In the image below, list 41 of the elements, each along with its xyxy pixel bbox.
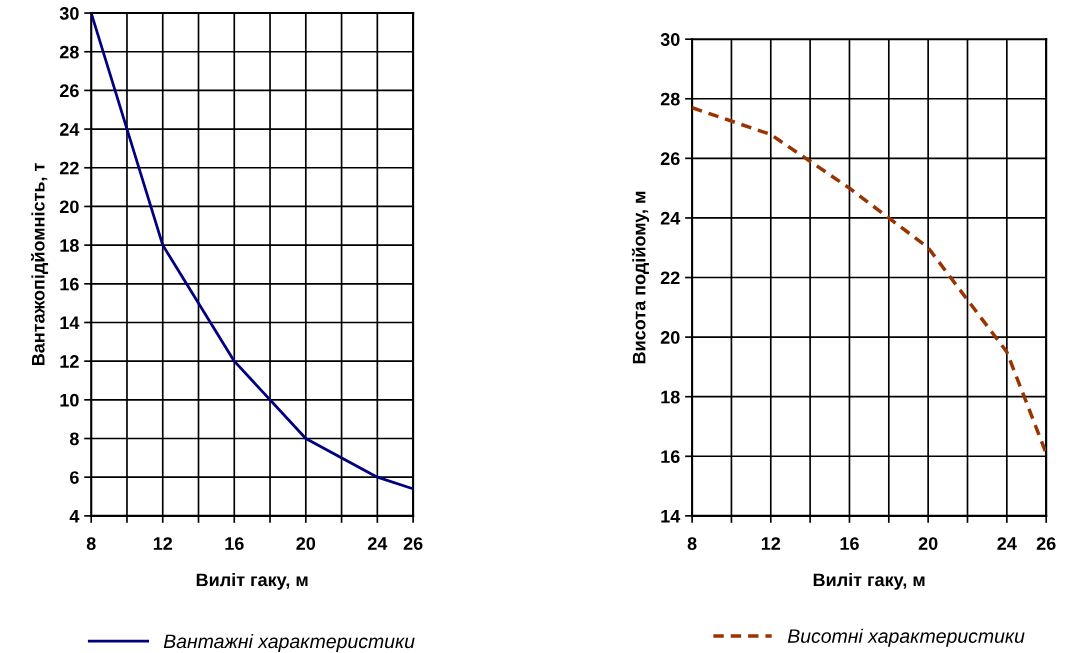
y-tick-label: 20 xyxy=(59,200,79,214)
y-tick-label: 30 xyxy=(59,6,79,20)
x-tick-label: 8 xyxy=(687,537,697,550)
x-tick-label: 26 xyxy=(403,537,423,550)
x-tick-label: 12 xyxy=(761,537,781,550)
y-tick-label: 28 xyxy=(660,92,680,106)
y-tick-label: 12 xyxy=(60,355,79,368)
y-tick-label: 6 xyxy=(70,471,79,484)
y-axis-title: Висота подійому, м xyxy=(631,191,650,364)
y-tick-label: 22 xyxy=(660,271,680,285)
y-tick-label: 26 xyxy=(660,152,680,166)
x-tick-label: 16 xyxy=(840,537,859,550)
legend-label: Вантажні характеристики xyxy=(163,633,415,653)
x-tick-label: 24 xyxy=(997,537,1017,550)
y-tick-label: 20 xyxy=(660,331,680,344)
y-tick-label: 10 xyxy=(60,393,79,407)
y-tick-label: 18 xyxy=(60,239,79,252)
y-tick-label: 26 xyxy=(59,84,79,98)
x-tick-label: 20 xyxy=(296,537,316,550)
y-tick-label: 14 xyxy=(661,509,681,523)
y-axis-title: Вантажопідйомність, т xyxy=(31,163,49,366)
y-tick-label: 4 xyxy=(69,509,80,523)
x-tick-label: 16 xyxy=(225,537,244,550)
x-tick-label: 8 xyxy=(86,537,96,550)
y-tick-label: 30 xyxy=(660,33,680,46)
x-tick-label: 20 xyxy=(918,537,938,550)
y-tick-label: 14 xyxy=(60,316,80,330)
y-tick-label: 24 xyxy=(59,123,80,136)
x-tick-label: 26 xyxy=(1036,537,1056,550)
legend-label: Висотні характеристики xyxy=(787,628,1025,647)
x-axis-title: Виліт гаку, м xyxy=(813,572,925,590)
x-tick-label: 12 xyxy=(153,537,173,550)
y-tick-label: 28 xyxy=(59,45,79,59)
y-tick-label: 18 xyxy=(661,390,680,404)
y-tick-label: 8 xyxy=(69,432,79,446)
y-tick-label: 24 xyxy=(660,211,681,225)
x-tick-label: 24 xyxy=(367,537,388,550)
y-tick-label: 16 xyxy=(60,277,79,291)
y-tick-label: 16 xyxy=(661,450,680,463)
y-tick-label: 22 xyxy=(59,161,79,175)
x-axis-title: Виліт гаку, м xyxy=(196,572,308,590)
